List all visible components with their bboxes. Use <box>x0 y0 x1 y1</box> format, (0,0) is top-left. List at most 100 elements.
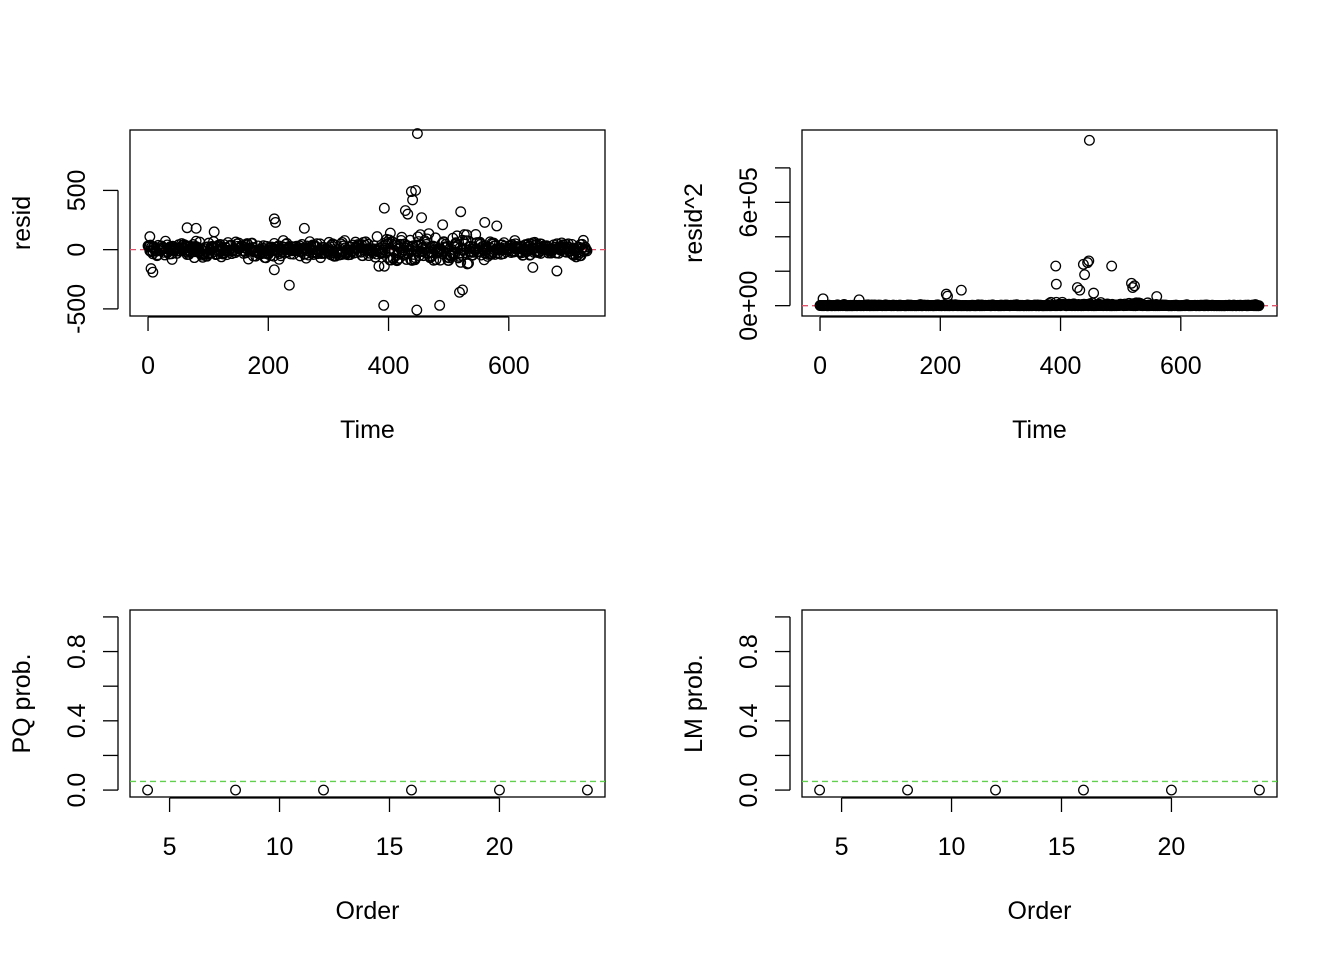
data-point <box>955 284 967 296</box>
data-point <box>940 288 952 300</box>
data-point <box>1050 278 1062 290</box>
data-point <box>318 784 329 796</box>
y-tick-label: 0e+00 <box>735 271 763 341</box>
data-point <box>430 254 442 266</box>
x-tick-label: 5 <box>163 833 177 861</box>
data-point <box>1083 255 1095 267</box>
y-tick-label: 6e+05 <box>735 167 763 237</box>
x-axis: 0 200 400 600 <box>813 316 1202 380</box>
data-point <box>1129 280 1140 292</box>
y-axis: 0.0 0.4 0.8 <box>735 616 791 808</box>
y-axis-title: resid <box>8 196 36 250</box>
points <box>814 134 1265 312</box>
x-axis: 0 200 400 600 <box>141 316 530 380</box>
x-tick-label: 10 <box>938 833 966 861</box>
x-axis-title: Order <box>1008 897 1072 925</box>
y-axis-title: PQ prob. <box>8 653 36 753</box>
data-point <box>1126 277 1137 289</box>
data-point <box>283 279 295 291</box>
data-point <box>1127 282 1139 294</box>
x-tick-label: 200 <box>919 352 961 380</box>
data-point <box>190 222 202 234</box>
data-point <box>1050 260 1062 272</box>
data-point <box>378 202 390 214</box>
data-point <box>479 216 491 228</box>
data-point <box>142 784 154 796</box>
data-point <box>405 186 417 198</box>
x-axis-title: Order <box>336 897 400 925</box>
panel-lm: 5 10 15 20 0.0 0.4 0.8 Order LM prob. <box>680 609 1278 925</box>
x-axis: 5 10 15 20 <box>835 797 1186 861</box>
data-point <box>814 784 826 796</box>
panel-resid2: 0 200 400 600 0e+00 6e+05 Time resid^2 <box>680 129 1278 444</box>
data-point <box>1083 134 1095 146</box>
x-axis-title: Time <box>340 416 395 444</box>
data-point <box>942 290 953 302</box>
y-tick-label: 0.8 <box>735 634 763 669</box>
y-axis-title: LM prob. <box>680 654 708 753</box>
data-point <box>208 226 220 238</box>
data-point <box>902 784 914 796</box>
data-point <box>373 260 385 272</box>
data-point <box>1082 257 1094 269</box>
data-point <box>457 284 468 296</box>
data-point <box>493 784 505 796</box>
data-point <box>437 219 449 231</box>
data-point <box>421 233 433 245</box>
data-point <box>1151 291 1163 302</box>
x-tick-label: 0 <box>141 352 155 380</box>
x-tick-label: 600 <box>1160 352 1202 380</box>
data-point <box>990 784 1001 796</box>
data-point <box>371 231 383 243</box>
x-tick-label: 15 <box>1048 833 1076 861</box>
x-axis: 5 10 15 20 <box>163 797 514 861</box>
x-tick-label: 5 <box>835 833 849 861</box>
data-point <box>817 293 829 305</box>
y-axis: 0.0 0.4 0.8 <box>63 616 119 807</box>
data-point <box>1165 784 1177 796</box>
y-tick-label: 0.4 <box>735 703 763 738</box>
data-point <box>1088 287 1100 299</box>
data-point <box>410 184 422 196</box>
data-point <box>384 227 396 239</box>
panel-pq: 5 10 15 20 0.0 0.4 0.8 Order PQ prob. <box>8 609 606 925</box>
data-point <box>147 266 159 278</box>
points <box>142 128 593 316</box>
y-tick-label: 0.4 <box>63 703 91 738</box>
data-point <box>230 784 242 796</box>
y-axis: 0e+00 6e+05 <box>735 167 791 341</box>
x-axis-title: Time <box>1012 416 1067 444</box>
data-point <box>407 194 419 206</box>
data-point <box>144 231 156 243</box>
data-point <box>1253 300 1265 312</box>
x-tick-label: 15 <box>376 833 404 861</box>
x-tick-label: 20 <box>1158 833 1186 861</box>
data-point <box>455 256 467 268</box>
data-point <box>402 208 414 220</box>
data-point <box>853 294 865 306</box>
x-tick-label: 400 <box>368 352 410 380</box>
data-point <box>416 212 428 224</box>
data-point <box>454 286 465 298</box>
x-tick-label: 10 <box>266 833 294 861</box>
plot-frame <box>129 609 606 798</box>
x-tick-label: 20 <box>486 833 514 861</box>
points <box>814 784 1265 796</box>
data-point <box>434 299 446 311</box>
points <box>142 784 593 796</box>
data-point <box>270 216 281 228</box>
data-point <box>1071 282 1083 294</box>
x-tick-label: 400 <box>1040 352 1082 380</box>
data-point <box>1106 260 1118 272</box>
data-point <box>455 206 467 218</box>
data-point <box>1079 269 1091 281</box>
plot-frame <box>801 129 1278 317</box>
x-tick-label: 200 <box>247 352 289 380</box>
data-point <box>1253 784 1265 796</box>
y-tick-label: 0.0 <box>735 773 763 808</box>
data-point <box>1078 784 1089 796</box>
plot-frame <box>801 609 1278 798</box>
data-point <box>406 784 417 796</box>
